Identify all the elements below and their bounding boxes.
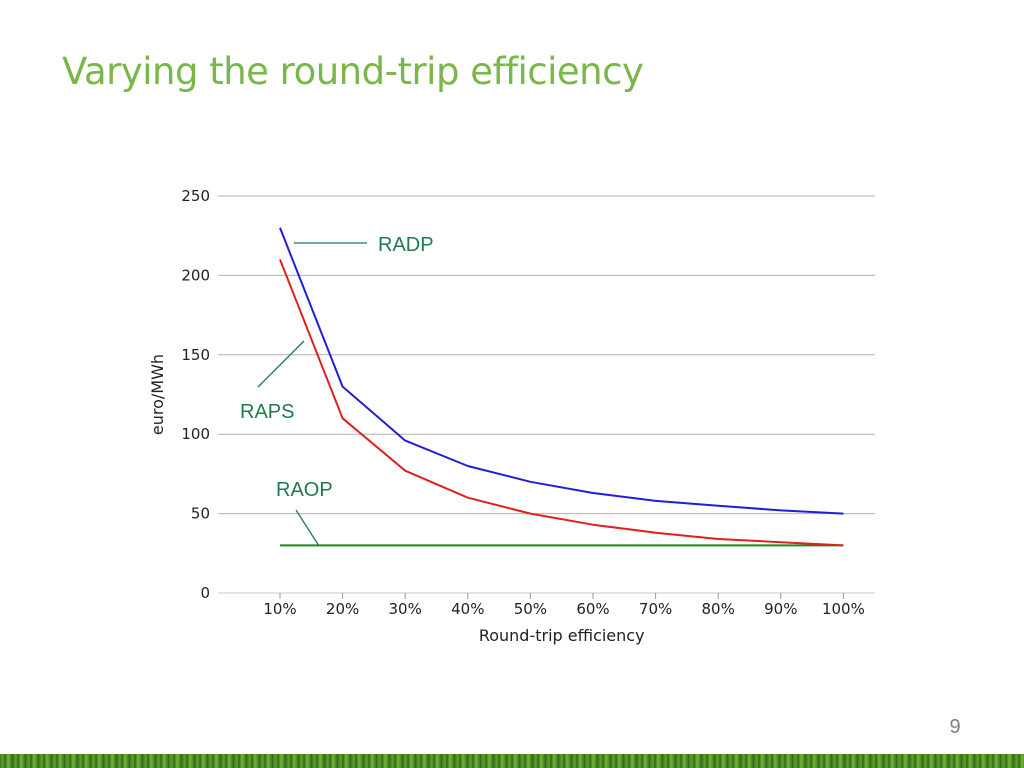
y-tick-label: 250	[181, 187, 210, 205]
x-tick-label: 90%	[764, 600, 797, 618]
series-line-raps	[279, 259, 844, 547]
y-tick-label: 200	[181, 266, 210, 284]
y-tick-label: 150	[181, 346, 210, 364]
page-number: 9	[949, 716, 961, 738]
x-tick-labels: 10% 20% 30% 40% 50% 60% 70% 80% 90% 100%	[263, 600, 865, 618]
annotation-label-raop: RAOP	[276, 479, 333, 501]
series-lines	[279, 227, 844, 547]
y-axis-title: euro/MWh	[148, 354, 167, 435]
slide-title: Varying the round-trip efficiency	[62, 50, 644, 93]
y-tick-label: 0	[200, 584, 210, 602]
x-tick-label: 10%	[263, 600, 296, 618]
x-tick-label: 100%	[822, 600, 865, 618]
annotation-leader-raps	[257, 340, 305, 388]
x-tick-label: 50%	[514, 600, 547, 618]
x-tick-label: 60%	[576, 600, 609, 618]
annotation-label-radp: RADP	[378, 234, 434, 256]
annotation-leader-raop	[295, 509, 320, 547]
series-line-radp	[279, 227, 844, 515]
x-tick-label: 30%	[389, 600, 422, 618]
x-axis-title: Round-trip efficiency	[479, 626, 645, 645]
x-tick-label: 80%	[702, 600, 735, 618]
y-tick-label: 50	[191, 505, 210, 523]
grass-footer-strip	[0, 754, 1024, 768]
x-tick-label: 20%	[326, 600, 359, 618]
gridlines	[218, 195, 875, 599]
x-tick-label: 40%	[451, 600, 484, 618]
annotations: RADP RAPS RAOP	[240, 234, 434, 547]
y-tick-labels: 0 50 100 150 200 250	[181, 187, 210, 602]
x-tick-label: 70%	[639, 600, 672, 618]
annotation-label-raps: RAPS	[240, 401, 294, 423]
y-tick-label: 100	[181, 425, 210, 443]
